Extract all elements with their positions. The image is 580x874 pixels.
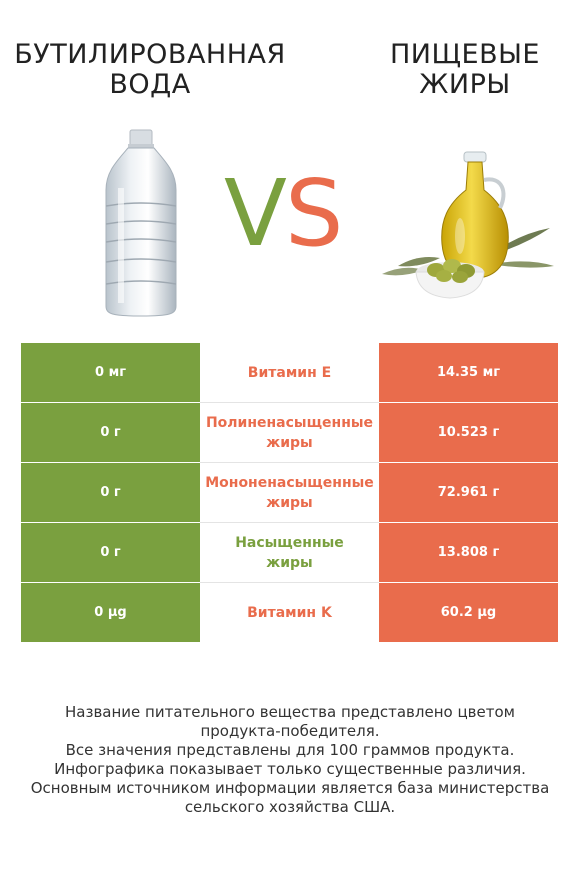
table-row: 0 мг Витамин E 14.35 мг [21, 343, 558, 403]
table-row: 0 г Насыщенные жиры 13.808 г [21, 523, 558, 583]
vs-letter-v: V [224, 160, 287, 267]
footnote-line-1: Название питательного вещества представл… [65, 703, 515, 721]
left-value: 0 г [21, 463, 200, 523]
nutrient-name: Витамин E [200, 343, 379, 403]
right-value: 10.523 г [379, 403, 558, 463]
nutrient-name: Мононенасыщенные жиры [200, 463, 379, 523]
right-value: 72.961 г [379, 463, 558, 523]
right-title-line-1: ПИЩЕВЫЕ [390, 39, 540, 71]
footnote-line-3: Все значения представлены для 100 граммо… [65, 741, 515, 759]
nutrient-comparison-table: 0 мг Витамин E 14.35 мг 0 г Полиненасыщенные… [21, 343, 558, 643]
left-title-line-1: БУТИЛИРОВАННАЯ [14, 39, 286, 71]
footnote-line-4: Инфографика показывает только существенн… [54, 760, 526, 778]
left-value: 0 г [21, 403, 200, 463]
water-bottle-image [105, 129, 177, 317]
nutrient-name: Полиненасыщенные жиры [200, 403, 379, 463]
left-product-title: БУТИЛИРОВАННАЯ ВОДА [0, 40, 300, 100]
left-value: 0 мг [21, 343, 200, 403]
footnote-line-6: сельского хозяйства США. [184, 798, 396, 816]
nutrient-name: Насыщенные жиры [200, 523, 379, 583]
right-product-title: ПИЩЕВЫЕ ЖИРЫ [360, 40, 570, 100]
olive-oil-image [382, 151, 554, 299]
left-value: 0 µg [21, 583, 200, 643]
table-row: 0 µg Витамин K 60.2 µg [21, 583, 558, 643]
left-value: 0 г [21, 523, 200, 583]
right-title-line-2: ЖИРЫ [419, 69, 511, 101]
footnote-line-2: продукта-победителя. [200, 722, 380, 740]
right-value: 14.35 мг [379, 343, 558, 403]
footnote-line-5: Основным источником информации является … [30, 779, 550, 797]
table-row: 0 г Полиненасыщенные жиры 10.523 г [21, 403, 558, 463]
right-value: 60.2 µg [379, 583, 558, 643]
vs-letter-s: S [284, 160, 343, 267]
vs-label: VS [224, 168, 343, 260]
right-value: 13.808 г [379, 523, 558, 583]
footnote: Название питательного вещества представл… [0, 703, 580, 817]
nutrient-name: Витамин K [200, 583, 379, 643]
left-title-line-2: ВОДА [109, 69, 191, 101]
table-row: 0 г Мононенасыщенные жиры 72.961 г [21, 463, 558, 523]
